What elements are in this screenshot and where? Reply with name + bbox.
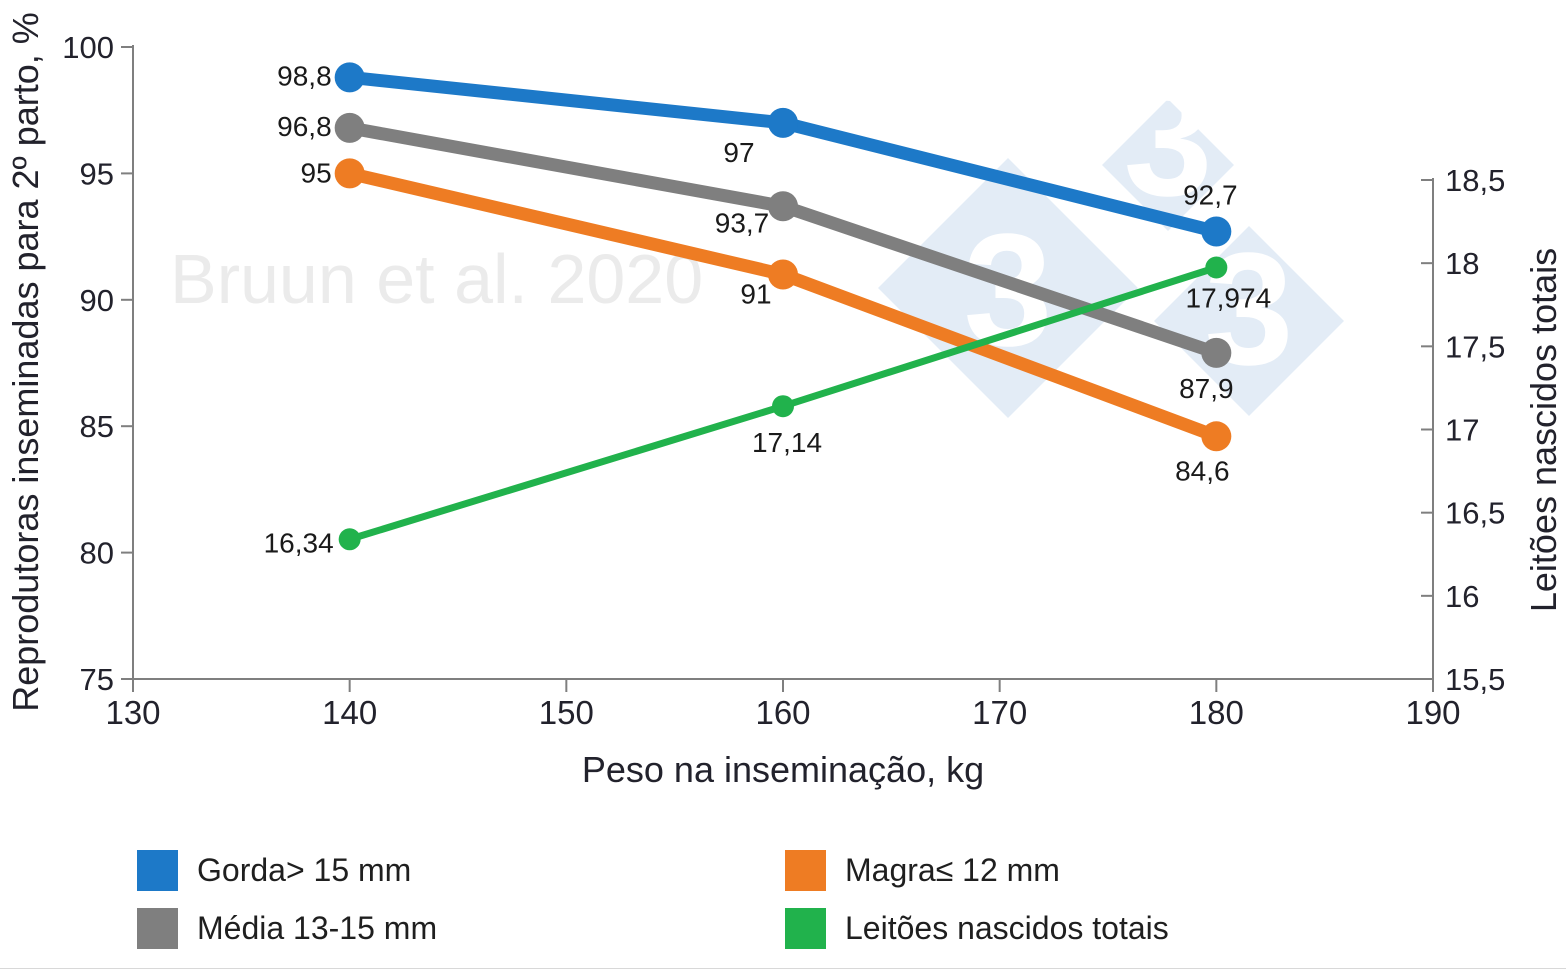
left-tick-label: 80: [80, 536, 114, 571]
data-label: 17,974: [1186, 282, 1272, 313]
series-marker: [338, 528, 361, 551]
x-tick-label: 180: [1189, 694, 1244, 731]
right-tick-label: 16,5: [1445, 496, 1505, 531]
left-tick-label: 75: [80, 662, 114, 697]
series-marker: [1201, 216, 1232, 247]
left-tick-label: 95: [80, 156, 114, 191]
series-layer: [334, 62, 1232, 551]
series-marker: [772, 395, 794, 418]
right-tick-label: 17,5: [1445, 329, 1505, 364]
data-label: 17,14: [752, 427, 822, 458]
left-axis-title: Reprodutoras inseminadas para 2º parto, …: [5, 12, 46, 712]
logo-watermark: 33 3: [878, 50, 1345, 418]
left-tick-label: 100: [62, 30, 114, 65]
data-label: 87,9: [1179, 373, 1234, 404]
left-tick-label: 90: [80, 283, 114, 318]
x-tick-label: 190: [1405, 694, 1460, 731]
x-axis-title: Peso na inseminação, kg: [582, 749, 984, 790]
series-marker: [334, 158, 365, 189]
left-tick-label: 85: [80, 409, 114, 444]
watermark-citation: Bruun et al. 2020: [170, 240, 703, 318]
data-label: 95: [301, 157, 332, 188]
logo-digit: 3: [1205, 219, 1294, 398]
series-marker: [334, 62, 365, 93]
series-marker: [768, 191, 798, 222]
data-label: 98,8: [277, 60, 332, 91]
series-marker: [1201, 337, 1232, 368]
logo-diamond: [1101, 98, 1235, 232]
right-tick-label: 18,5: [1445, 163, 1505, 198]
series-marker: [1201, 421, 1232, 452]
right-tick-label: 16: [1445, 579, 1479, 614]
right-axis-title: Leitões nascidos totais: [1523, 248, 1564, 612]
data-label: 97: [723, 137, 754, 168]
data-label: 93,7: [715, 207, 770, 238]
data-labels-layer: 98,8 97 92,7 96,8 93,7 87,9 95 91 84,6 16,34 17,14…: [264, 60, 1272, 558]
right-tick-label: 17: [1445, 413, 1479, 448]
series-marker: [334, 112, 365, 143]
bottom-divider: [0, 968, 1566, 969]
right-tick-label: 15,5: [1445, 662, 1505, 697]
x-tick-label: 160: [755, 694, 810, 731]
data-label: 96,8: [277, 111, 332, 142]
x-tick-label: 150: [539, 694, 594, 731]
series-marker: [768, 107, 798, 138]
data-label: 84,6: [1175, 455, 1230, 486]
data-label: 92,7: [1183, 180, 1238, 211]
logo-digit: 3: [1124, 50, 1213, 229]
x-tick-label: 130: [105, 694, 160, 731]
right-tick-label: 18: [1445, 246, 1479, 281]
series-marker: [1205, 256, 1228, 279]
series-marker: [768, 259, 798, 290]
data-label: 91: [740, 279, 771, 310]
x-tick-label: 140: [322, 694, 377, 731]
data-label: 16,34: [264, 527, 334, 558]
x-tick-label: 170: [972, 694, 1027, 731]
